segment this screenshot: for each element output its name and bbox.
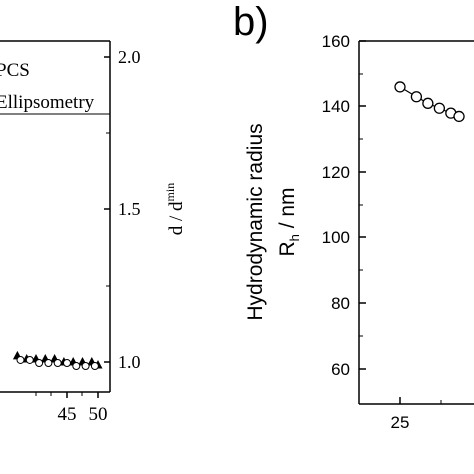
svg-text:d / dmin: d / dmin [163, 183, 187, 235]
legend-entry-pcs: PCS [0, 60, 30, 81]
data-point-circle [410, 91, 423, 103]
y-axis-label: Hydrodynamic radius [244, 123, 267, 320]
data-point-circle [394, 81, 406, 93]
panel-a-data-marks [12, 350, 103, 371]
y-tick-label-140: 140 [322, 97, 350, 116]
y-tick-label-100: 100 [322, 228, 350, 247]
y-axis-label-symbol: R [276, 241, 299, 256]
data-point-circle [44, 359, 53, 367]
right-y-axis-label-sup: min [163, 183, 177, 202]
y-axis-label-unit: / nm [276, 187, 299, 234]
y-tick-label-60: 60 [331, 360, 350, 379]
panel-b-label: b) [233, 0, 269, 44]
panel-a-legend: PCS Ellipsometry [0, 60, 110, 115]
right-y-axis-label: d / dmin [163, 183, 187, 235]
data-point-circle [63, 359, 71, 367]
x-tick-label-45: 45 [58, 404, 77, 425]
data-point-circle [53, 359, 62, 367]
legend-entry-ellipsometry: Ellipsometry [0, 92, 95, 113]
right-y-tick-label-1-0: 1.0 [118, 352, 141, 372]
data-point-circle [433, 102, 446, 114]
x-tick-label-25: 25 [391, 413, 410, 432]
data-point-circle [453, 110, 465, 123]
panel-b: b) 160 140 120 100 80 60 25 Hydrodynamic… [233, 0, 474, 432]
y-axis-label-line2: Rh / nm [276, 187, 302, 256]
panel-a: PCS Ellipsometry 2.0 1.5 1.0 d / dmin 45… [0, 40, 187, 425]
y-tick-label-80: 80 [331, 294, 350, 313]
y-tick-label-160: 160 [322, 32, 350, 51]
right-y-tick-label-1-5: 1.5 [118, 199, 141, 219]
x-tick-label-50: 50 [89, 404, 108, 425]
data-point-circle [90, 362, 99, 371]
y-axis-label-line1: Hydrodynamic radius [244, 123, 267, 320]
right-y-axis-label-main: d / d [166, 201, 187, 235]
data-point-circle [72, 362, 81, 371]
y-axis-label-subscript: h [287, 234, 302, 241]
data-point-circle [25, 355, 34, 364]
panel-b-data-marks [394, 81, 465, 123]
y-tick-label-120: 120 [322, 163, 350, 182]
data-point-circle [16, 355, 25, 364]
data-point-circle [35, 359, 44, 367]
svg-text:Rh / nm: Rh / nm [276, 187, 302, 256]
data-point-circle [422, 97, 434, 109]
data-point-circle [81, 362, 90, 371]
right-y-tick-label-2-0: 2.0 [118, 47, 141, 67]
